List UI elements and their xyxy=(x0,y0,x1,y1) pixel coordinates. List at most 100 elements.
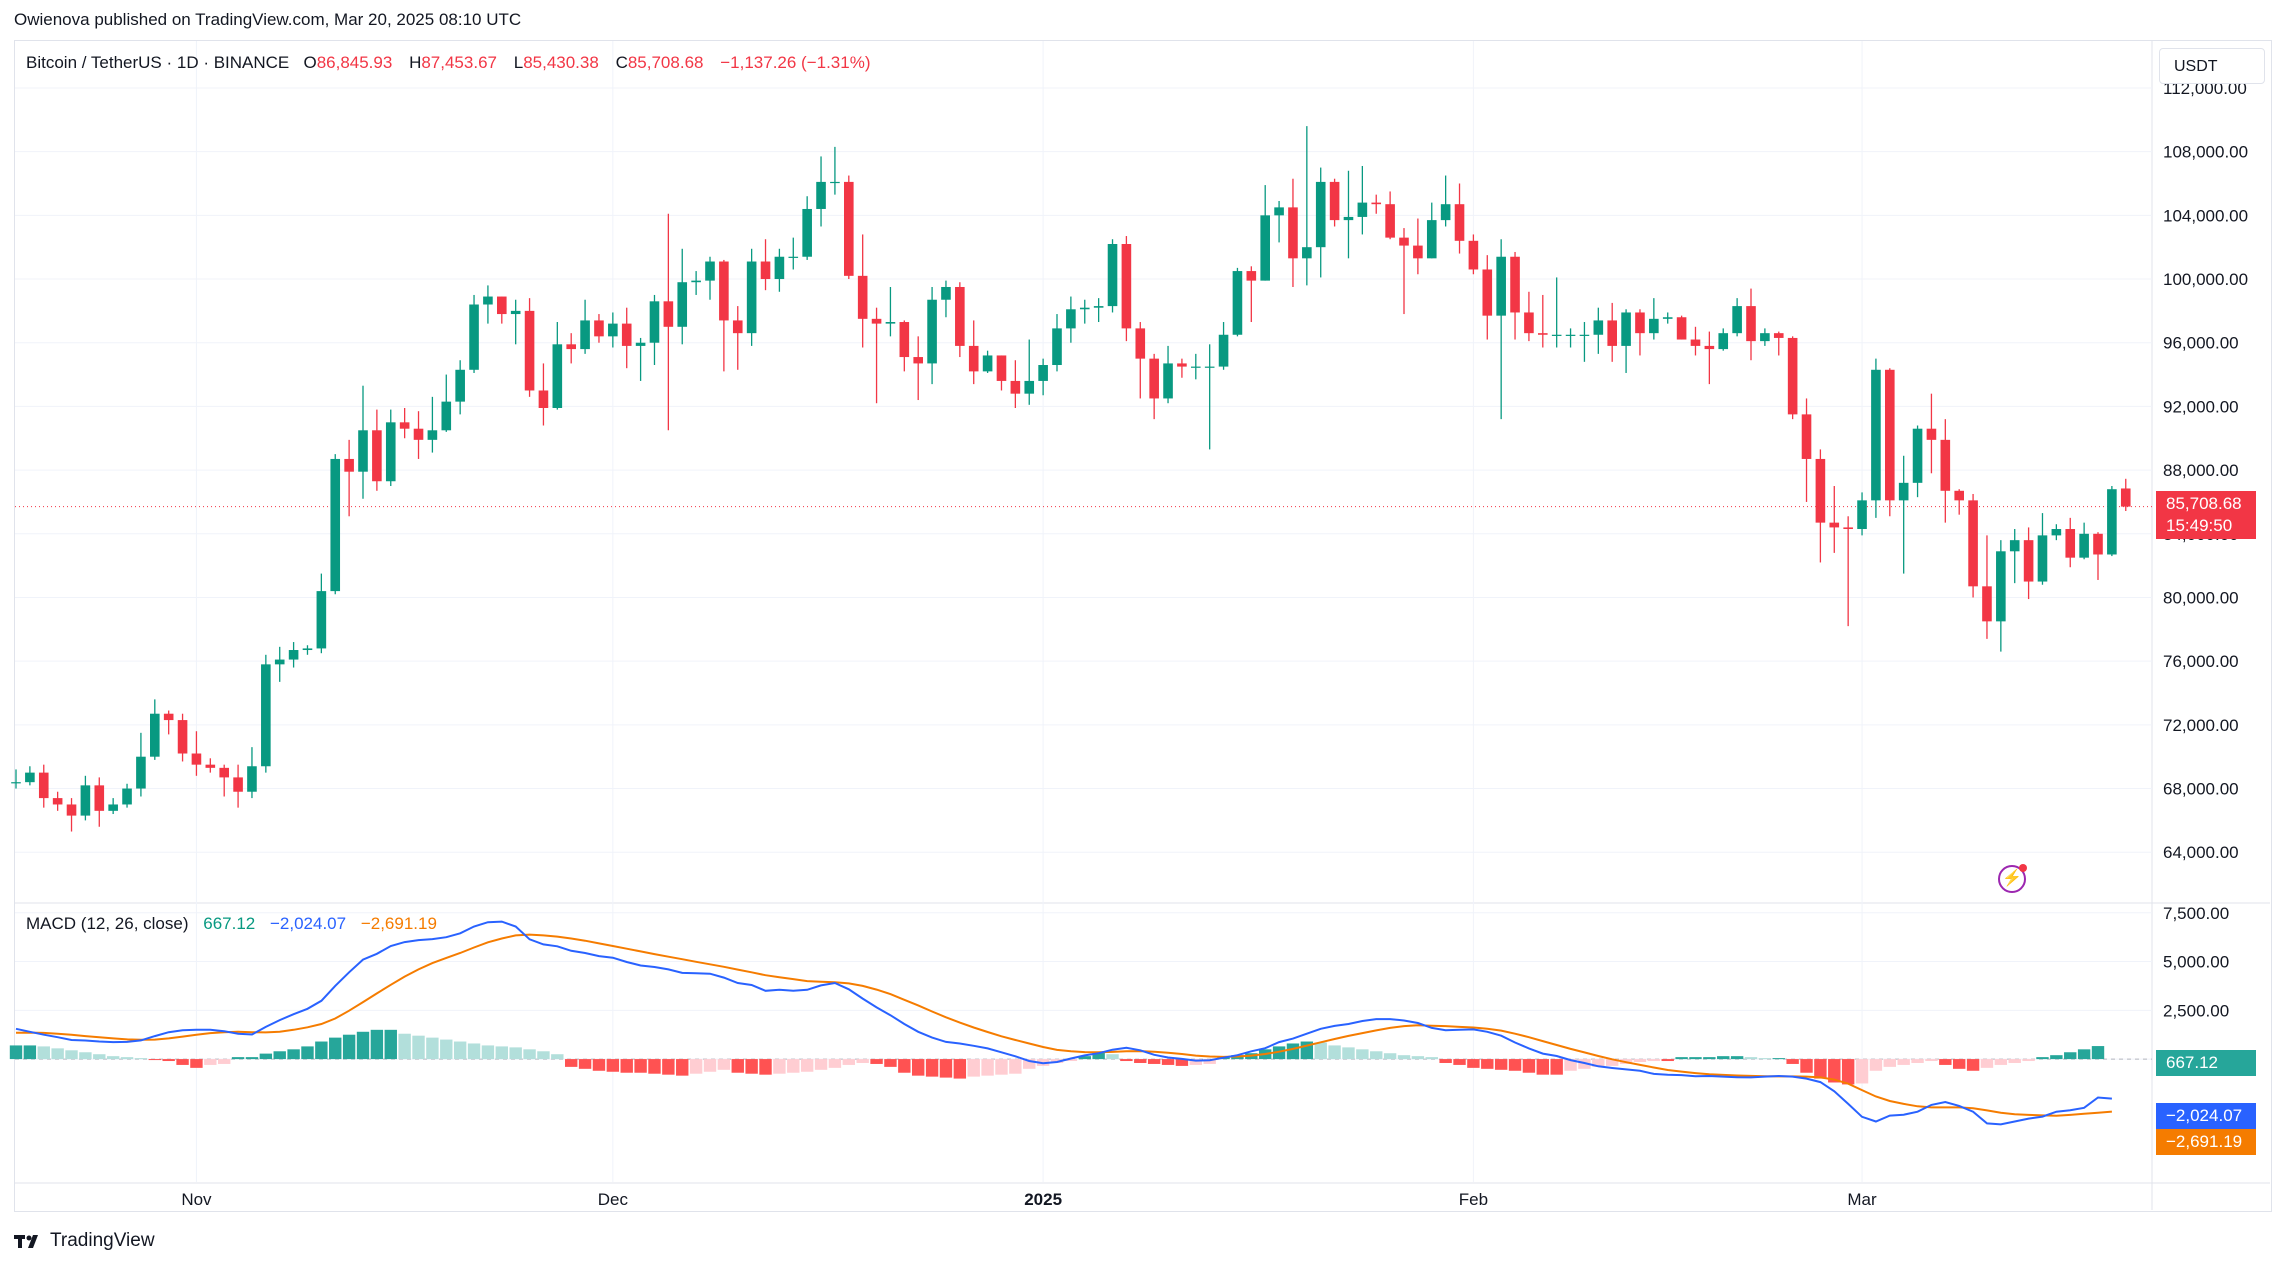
candle-body xyxy=(1760,333,1770,342)
candle-body xyxy=(1329,181,1340,221)
candle xyxy=(2023,527,2034,600)
publisher-line: Owienova published on TradingView.com, M… xyxy=(14,10,522,29)
candle xyxy=(497,296,507,324)
candle xyxy=(1815,449,1826,563)
candle-body xyxy=(11,782,21,784)
candle-body xyxy=(1343,216,1354,221)
candle xyxy=(344,439,354,517)
macd-histogram-bar xyxy=(1786,1059,1799,1064)
candle-body xyxy=(927,299,937,364)
candle xyxy=(1635,309,1645,356)
candle xyxy=(11,769,21,789)
price-tick-label: 64,000.00 xyxy=(2163,843,2239,862)
candle-body xyxy=(996,355,1007,381)
candle-body xyxy=(1440,204,1451,221)
tradingview-logo[interactable]: TradingView xyxy=(14,1229,155,1253)
candle xyxy=(566,333,576,364)
macd-lines xyxy=(15,920,2112,1126)
low-label: L xyxy=(513,53,524,72)
candle xyxy=(233,764,243,808)
candle xyxy=(122,783,132,808)
macd-histogram-bar xyxy=(148,1059,161,1061)
candle-body xyxy=(205,764,216,768)
macd-histogram-bar xyxy=(79,1052,92,1060)
candle-body xyxy=(1551,334,1562,336)
candle xyxy=(802,196,812,260)
candle-body xyxy=(219,767,229,778)
candle-body xyxy=(1468,240,1479,270)
candle-body xyxy=(816,181,826,209)
candle-body xyxy=(1968,500,1978,587)
candle-body xyxy=(1079,307,1090,310)
macd-histogram-bar xyxy=(162,1059,175,1062)
macd-histogram-bar xyxy=(870,1059,883,1064)
macd-histogram-bar xyxy=(1092,1052,1105,1060)
macd-histogram-bar xyxy=(1883,1059,1896,1067)
candle-body xyxy=(177,720,188,754)
candle-body xyxy=(1732,306,1742,334)
macd-histogram-bar xyxy=(1550,1059,1563,1075)
candle xyxy=(552,322,563,410)
macd-histogram-bar xyxy=(1689,1057,1702,1060)
candle-body xyxy=(1177,363,1187,367)
candle xyxy=(871,307,882,404)
currency-selector[interactable]: USDT xyxy=(2159,48,2265,84)
macd-histogram-bar xyxy=(1939,1059,1952,1065)
candle xyxy=(1954,489,1964,515)
candle-body xyxy=(1621,312,1631,346)
candle xyxy=(760,239,771,291)
candle-body xyxy=(441,401,452,431)
candle xyxy=(1662,312,1673,324)
macd-histogram-bar xyxy=(23,1045,37,1060)
macd-histogram-bar xyxy=(1855,1059,1869,1084)
candle xyxy=(1191,353,1201,380)
candle-body xyxy=(372,430,382,482)
change-value: −1,137.26 (−1.31%) xyxy=(720,53,871,72)
candle-body xyxy=(1787,337,1798,415)
candle xyxy=(899,320,910,372)
candle-body xyxy=(1857,500,1867,530)
candle-body xyxy=(1940,439,1951,491)
macd-histogram-bar xyxy=(120,1057,134,1060)
macd-histogram-bar xyxy=(800,1059,814,1072)
macd-histogram-bar xyxy=(1397,1055,1411,1060)
candle xyxy=(330,454,341,595)
candle-body xyxy=(399,422,410,429)
last-price-tag: 85,708.68 15:49:50 xyxy=(2156,491,2256,539)
candle-body xyxy=(1746,306,1756,342)
candle xyxy=(1468,234,1479,275)
candle-body xyxy=(427,430,438,440)
price-tick-label: 88,000.00 xyxy=(2163,461,2239,480)
candle xyxy=(1079,299,1090,324)
candle xyxy=(261,654,271,773)
macd-histogram-bar xyxy=(925,1059,939,1077)
macd-legend[interactable]: MACD (12, 26, close) 667.12 −2,024.07 −2… xyxy=(26,914,437,934)
lightning-icon[interactable]: ⚡ xyxy=(1998,864,2027,893)
candle-body xyxy=(580,320,590,350)
candle xyxy=(219,764,229,797)
candle-body xyxy=(413,428,424,440)
symbol-legend[interactable]: Bitcoin / TetherUS · 1D · BINANCE O86,84… xyxy=(26,53,871,73)
candle xyxy=(455,360,465,415)
candle xyxy=(621,307,632,369)
candle-body xyxy=(1801,414,1812,459)
candle xyxy=(247,747,257,799)
candle-body xyxy=(1232,271,1243,335)
candle-body xyxy=(1829,522,1840,528)
candle xyxy=(691,271,701,295)
candle xyxy=(1163,345,1173,404)
candle-body xyxy=(38,772,49,799)
macd-histogram-bar xyxy=(1175,1059,1189,1066)
candle xyxy=(66,798,77,832)
macd-histogram-bar xyxy=(398,1033,411,1060)
candle xyxy=(1607,302,1617,362)
tradingview-logo-text: TradingView xyxy=(50,1230,155,1251)
macd-histogram-bar xyxy=(1897,1059,1910,1065)
macd-histogram-tag: 667.12 xyxy=(2156,1050,2256,1076)
macd-histogram-bar xyxy=(259,1053,273,1060)
candle xyxy=(1704,331,1715,385)
candle-body xyxy=(1191,366,1201,368)
macd-histogram-bar xyxy=(1730,1056,1744,1060)
macd-histogram-bar xyxy=(759,1059,772,1075)
